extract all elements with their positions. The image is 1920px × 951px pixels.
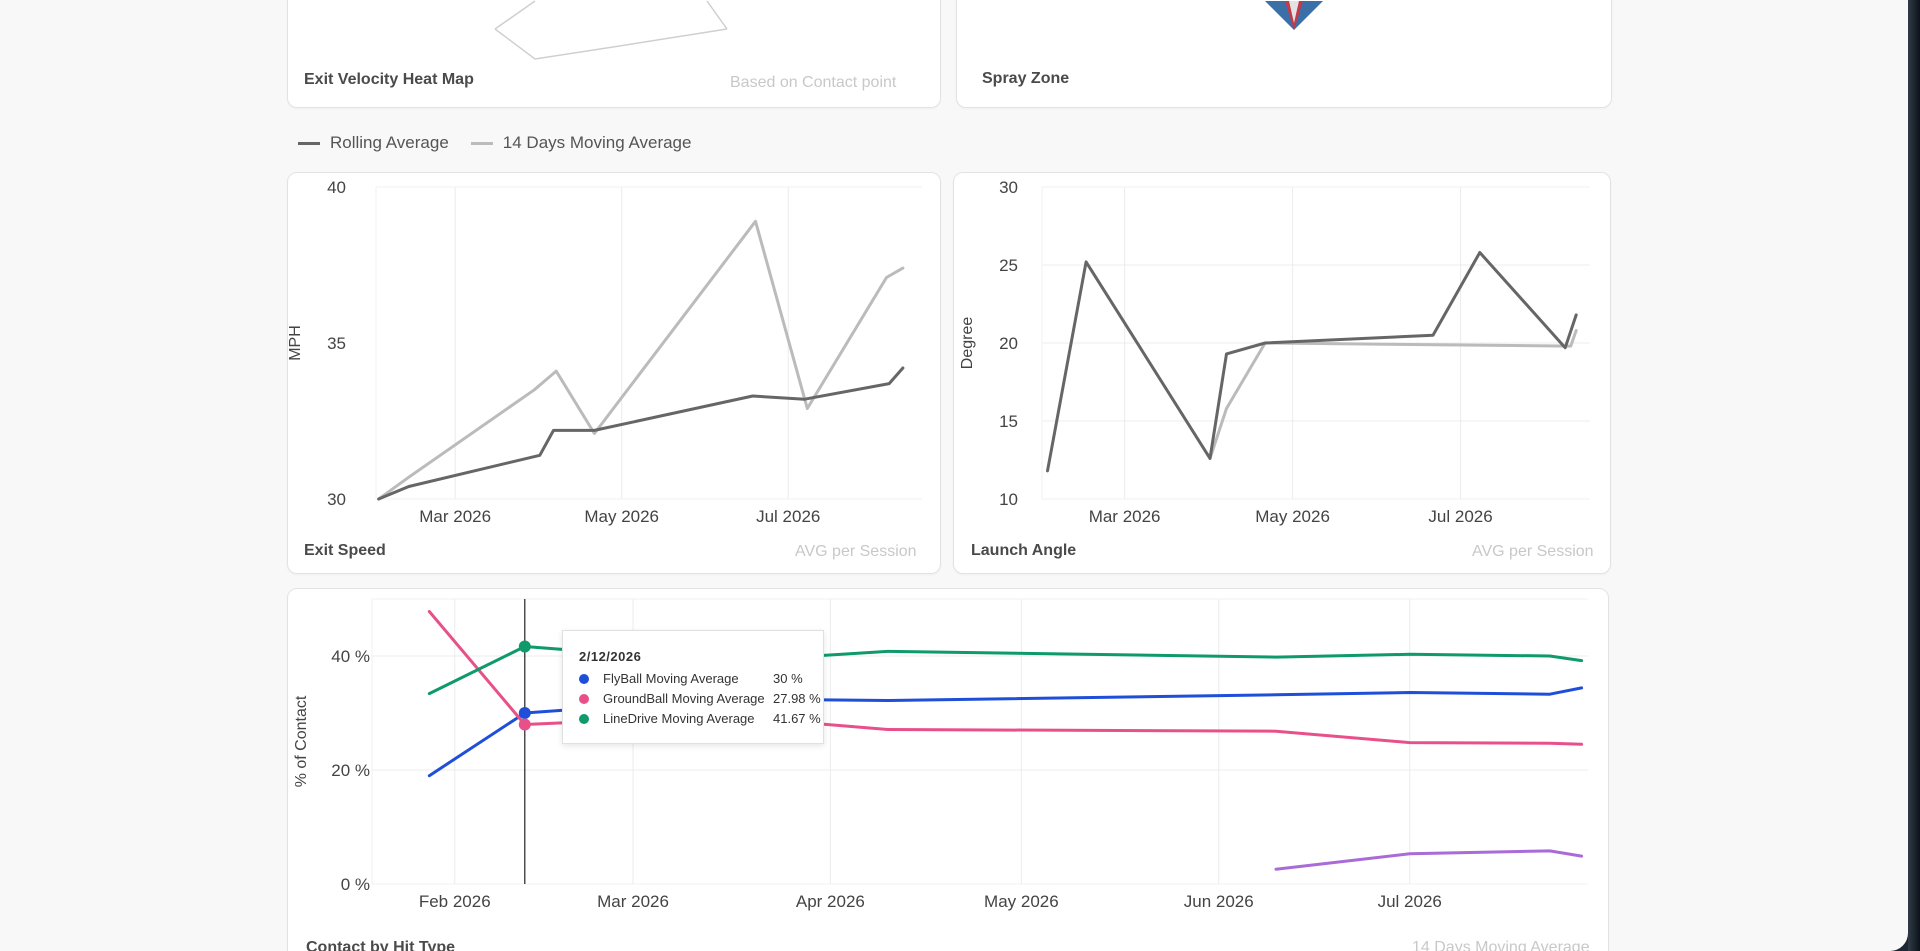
x-tick-label: May 2026 <box>1255 507 1330 526</box>
series-dot-icon <box>579 713 589 724</box>
series-line[interactable] <box>377 219 905 501</box>
card-title: Exit Velocity Heat Map <box>304 71 474 88</box>
tooltip-row-flyball: FlyBall Moving Average 30 % <box>579 671 803 686</box>
spray-zone-fan <box>1265 1 1323 30</box>
series-line[interactable] <box>427 645 1584 696</box>
card-subtitle: 14 Days Moving Average <box>1412 939 1590 951</box>
legend-item-moving[interactable]: 14 Days Moving Average <box>470 133 692 153</box>
launch-angle-card: Mar 2026 May 2026 Jul 2026 10 15 20 25 30 Degree… <box>953 172 1611 574</box>
y-tick-label: 40 <box>327 178 346 197</box>
launch-angle-chart[interactable]: Mar 2026 May 2026 Jul 2026 10 15 20 25 30 Degree <box>954 173 1610 533</box>
y-tick-label: 30 <box>999 178 1018 197</box>
series-line[interactable] <box>377 366 905 501</box>
hover-point <box>518 640 531 653</box>
contact-by-hit-type-chart[interactable]: Feb 2026 Mar 2026 Apr 2026 May 2026 Jun 2026… <box>288 589 1608 929</box>
card-subtitle: Based on Contact point <box>730 74 897 91</box>
spray-zone-card: Spray Zone <box>956 0 1612 108</box>
x-tick-label: Mar 2026 <box>1089 507 1161 526</box>
tooltip-row-groundball: GroundBall Moving Average 27.98 % <box>579 691 821 706</box>
y-axis-label: MPH <box>288 325 304 361</box>
y-tick-label: 25 <box>999 256 1018 275</box>
legend-label: Rolling Average <box>330 133 449 152</box>
series-line[interactable] <box>1274 849 1584 871</box>
y-tick-label: 10 <box>999 490 1018 509</box>
tooltip-series-value: 27.98 % <box>773 691 821 706</box>
series-line[interactable] <box>1208 329 1578 460</box>
chart-legend: Rolling Average 14 Days Moving Average <box>298 133 713 153</box>
contact-by-hit-type-card: Feb 2026 Mar 2026 Apr 2026 May 2026 Jun 2026… <box>287 588 1609 951</box>
x-tick-label: May 2026 <box>984 892 1059 911</box>
legend-swatch <box>470 141 493 145</box>
series-line[interactable] <box>1046 251 1578 473</box>
tooltip-series-name: GroundBall Moving Average <box>603 691 765 706</box>
series-line[interactable] <box>427 686 1584 778</box>
legend-swatch <box>298 141 320 145</box>
card-title: Launch Angle <box>971 542 1077 559</box>
x-tick-label: Mar 2026 <box>419 507 491 526</box>
series-dot-icon <box>579 693 589 704</box>
tooltip-series-name: LineDrive Moving Average <box>603 711 755 726</box>
y-tick-label: 20 % <box>331 761 370 780</box>
x-tick-label: Jul 2026 <box>1378 892 1442 911</box>
card-subtitle: AVG per Session <box>1472 543 1594 560</box>
series-line[interactable] <box>427 610 1584 746</box>
y-tick-label: 35 <box>327 334 346 353</box>
window-edge <box>1908 0 1920 951</box>
x-tick-label: Jun 2026 <box>1184 892 1254 911</box>
tooltip-series-value: 41.67 % <box>773 711 821 726</box>
x-tick-label: Feb 2026 <box>419 892 491 911</box>
exit-velocity-heatmap-card: Exit Velocity Heat Map Based on Contact … <box>287 0 941 108</box>
y-tick-label: 15 <box>999 412 1018 431</box>
exit-speed-chart[interactable]: Mar 2026 May 2026 Jul 2026 30 35 40 MPH <box>288 173 940 533</box>
legend-item-rolling[interactable]: Rolling Average <box>298 133 449 153</box>
tooltip-date: 2/12/2026 <box>579 649 642 664</box>
y-tick-label: 30 <box>327 490 346 509</box>
hover-point <box>518 718 531 731</box>
x-tick-label: May 2026 <box>584 507 659 526</box>
x-tick-label: Mar 2026 <box>597 892 669 911</box>
x-tick-label: Jul 2026 <box>756 507 820 526</box>
x-tick-label: Apr 2026 <box>796 892 865 911</box>
y-axis-label: % of Contact <box>293 695 310 787</box>
hover-point <box>518 707 531 719</box>
exit-speed-card: Mar 2026 May 2026 Jul 2026 30 35 40 MPH Exit S… <box>287 172 941 574</box>
legend-label: 14 Days Moving Average <box>502 133 692 152</box>
y-tick-label: 40 % <box>331 647 370 666</box>
tooltip-series-value: 30 % <box>773 671 803 686</box>
x-tick-label: Jul 2026 <box>1428 507 1492 526</box>
y-axis-label: Degree <box>959 317 976 370</box>
card-title: Spray Zone <box>982 70 1070 87</box>
card-subtitle: AVG per Session <box>795 543 917 560</box>
tooltip-row-linedrive: LineDrive Moving Average 41.67 % <box>579 711 821 726</box>
series-dot-icon <box>579 673 589 684</box>
y-tick-label: 20 <box>999 334 1018 353</box>
chart-tooltip: 2/12/2026 FlyBall Moving Average 30 % Gr… <box>562 630 824 744</box>
strike-zone-shape <box>494 0 728 60</box>
y-tick-label: 0 % <box>341 875 370 894</box>
card-title: Contact by Hit Type <box>306 939 456 951</box>
tooltip-series-name: FlyBall Moving Average <box>603 671 739 686</box>
card-title: Exit Speed <box>304 542 386 559</box>
